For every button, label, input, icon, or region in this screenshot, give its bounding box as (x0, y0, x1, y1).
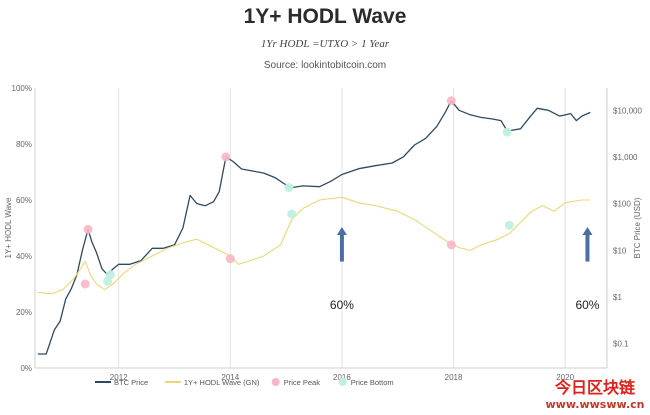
btc-price-line (37, 100, 591, 355)
hodl-wave-line (37, 196, 591, 295)
right-tick-label: $1,000 (613, 153, 638, 162)
left-tick-label: 20% (16, 308, 32, 317)
right-axis-title: BTC Price (USD) (633, 197, 642, 258)
x-tick-label: 2014 (221, 373, 239, 382)
legend-label: 1Y+ HODL Wave (GN) (184, 378, 260, 387)
series-lines (37, 100, 591, 355)
right-tick-label: $1 (613, 293, 622, 302)
hodl-bottom-marker (287, 209, 297, 219)
x-tick-label: 2012 (110, 373, 128, 382)
annotation-arrow-head (582, 227, 593, 235)
price-peak-marker (221, 152, 231, 162)
hodl-bottom-marker (103, 276, 113, 286)
watermark-url: www.wwsww.cn (545, 398, 645, 411)
left-tick-label: 100% (12, 84, 32, 93)
price-peak-marker (83, 224, 93, 234)
left-tick-label: 40% (16, 252, 32, 261)
event-markers (80, 96, 514, 289)
chart-source: Source: lookintobitcoin.com (263, 60, 387, 71)
axes: 2012 2014 2016 2018 2020 0% 20% 40% 60% 80% 100% $0… (4, 84, 642, 382)
right-tick-label: $10,000 (613, 106, 642, 115)
annotation-arrow-head (336, 227, 347, 235)
annotations: 60% 60% (330, 227, 600, 312)
legend: BTC Price 1Y+ HODL Wave (GN) Price Peak Pri… (95, 378, 394, 387)
price-bottom-marker (502, 127, 512, 137)
right-tick-label: $10 (613, 246, 627, 255)
annotation-label: 60% (575, 298, 599, 312)
right-tick-label: $0.1 (613, 340, 629, 349)
annotation-label: 60% (330, 298, 354, 312)
hodl-peak-marker (225, 254, 235, 264)
price-peak-marker (446, 96, 456, 106)
legend-swatch (338, 378, 347, 386)
legend-label: Price Bottom (351, 378, 394, 387)
left-tick-label: 60% (16, 196, 32, 205)
legend-swatch (271, 378, 280, 386)
left-tick-label: 0% (20, 364, 32, 373)
legend-label: BTC Price (114, 378, 148, 387)
left-tick-label: 80% (16, 140, 32, 149)
watermark-brand: 今日区块链 (554, 378, 635, 397)
watermark: 今日区块链 www.wwsww.cn (540, 374, 650, 411)
hodl-peak-marker (80, 279, 90, 289)
x-tick-label: 2016 (333, 373, 351, 382)
left-axis-title: 1Y+ HODL Wave (4, 197, 13, 259)
hodl-peak-marker (446, 240, 456, 250)
x-tick-label: 2018 (445, 373, 463, 382)
price-bottom-marker (284, 183, 294, 193)
right-tick-label: $100 (613, 200, 631, 209)
chart-title: 1Y+ HODL Wave (243, 5, 407, 28)
x-tick-label: 2020 (556, 373, 574, 382)
legend-label: Price Peak (284, 378, 321, 387)
chart-subtitle: 1Yr HODL =UTXO > 1 Year (260, 38, 390, 50)
hodl-bottom-marker (504, 220, 514, 230)
